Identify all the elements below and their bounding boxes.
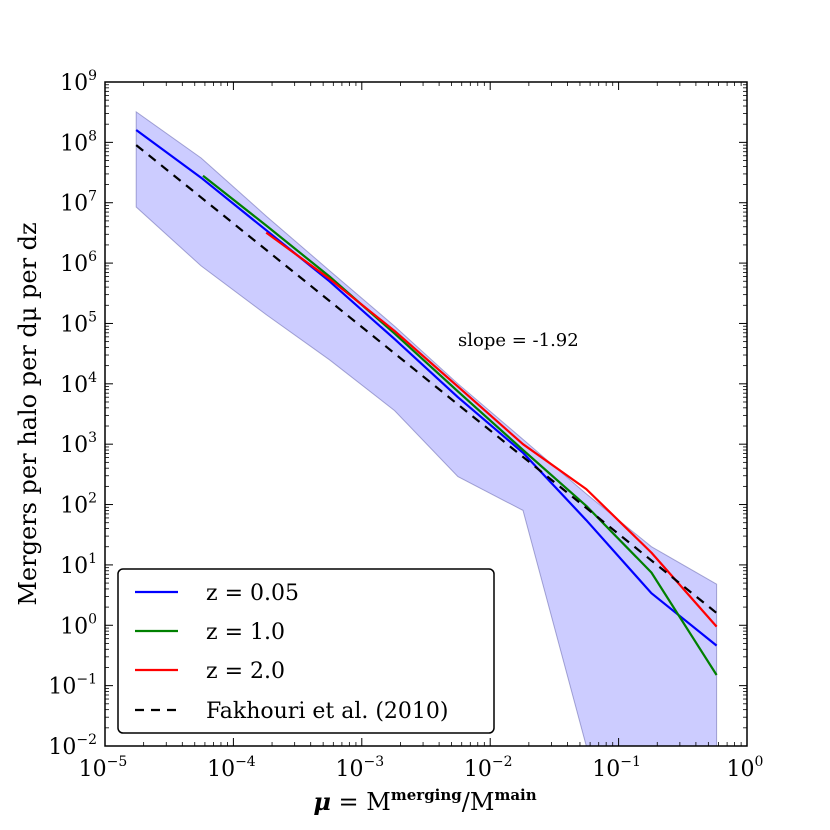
x-axis-title: μ = Mmerging/Mmain bbox=[313, 786, 536, 816]
legend: z = 0.05 z = 1.0 z = 2.0 Fakhouri et al.… bbox=[117, 568, 495, 734]
y-tick-label: 108 bbox=[60, 128, 97, 156]
y-tick-label: 100 bbox=[60, 611, 97, 639]
y-tick-label: 105 bbox=[60, 309, 97, 337]
series-line-3 bbox=[135, 144, 718, 614]
x-tick-label: 100 bbox=[727, 754, 764, 782]
legend-label-z20: z = 2.0 bbox=[206, 659, 285, 684]
x-tick-label: 10−2 bbox=[464, 754, 513, 782]
x-axis-title-symbol: μ bbox=[313, 787, 331, 816]
x-tick-label: 10−5 bbox=[79, 754, 128, 782]
x-axis-title-mid: /M bbox=[462, 788, 495, 816]
y-tick-label: 109 bbox=[60, 68, 97, 96]
y-tick-label: 101 bbox=[60, 551, 97, 579]
series-line-0 bbox=[135, 129, 718, 647]
y-tick-label: 104 bbox=[60, 370, 97, 398]
x-tick-label: 10−4 bbox=[207, 754, 256, 782]
y-tick-label: 103 bbox=[60, 430, 97, 458]
y-axis-title: Mergers per halo per dμ per dz bbox=[14, 222, 42, 605]
scatter-band bbox=[135, 110, 718, 746]
x-axis-title-sup2: main bbox=[494, 786, 536, 804]
legend-box bbox=[117, 568, 495, 734]
y-tick-label: 10−1 bbox=[48, 672, 97, 700]
legend-label-z10: z = 1.0 bbox=[206, 620, 285, 645]
y-tick-label: 107 bbox=[60, 189, 97, 217]
annotation-slope: slope = -1.92 bbox=[458, 330, 579, 351]
legend-label-fakhouri: Fakhouri et al. (2010) bbox=[206, 699, 449, 724]
y-tick-label: 102 bbox=[60, 491, 97, 519]
y-tick-label: 10−2 bbox=[48, 732, 97, 760]
x-axis-title-text: = M bbox=[331, 788, 391, 816]
plot-frame bbox=[104, 81, 748, 747]
legend-label-z005: z = 0.05 bbox=[206, 581, 299, 606]
x-axis-title-sup1: merging bbox=[391, 786, 462, 804]
y-tick-label: 106 bbox=[60, 249, 97, 277]
series-line-2 bbox=[265, 231, 718, 628]
series-line-1 bbox=[202, 174, 718, 676]
x-tick-label: 10−3 bbox=[335, 754, 384, 782]
x-tick-label: 10−1 bbox=[592, 754, 641, 782]
